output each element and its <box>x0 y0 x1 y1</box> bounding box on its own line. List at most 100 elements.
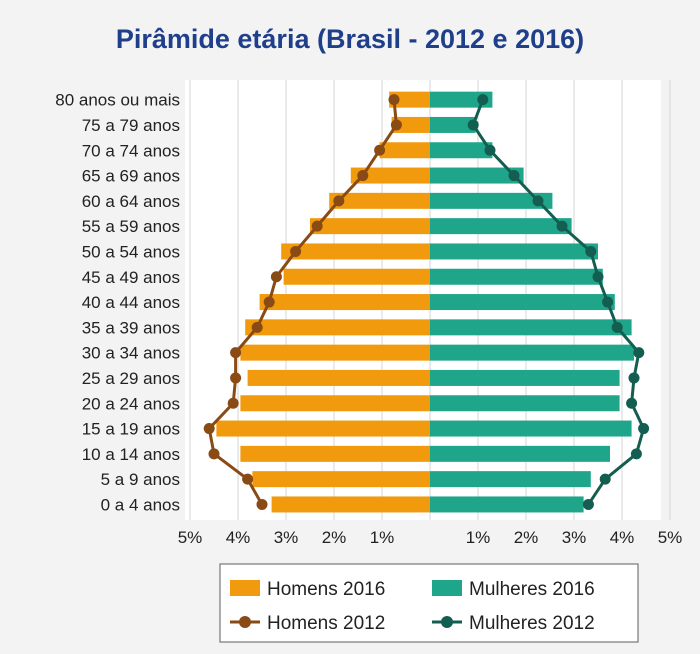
y-tick-label: 40 a 44 anos <box>82 293 180 312</box>
y-tick-label: 50 a 54 anos <box>82 242 180 261</box>
point-homens-2012 <box>203 423 215 435</box>
bar-mulheres-2016 <box>430 142 493 159</box>
x-tick-label: 4% <box>226 528 251 547</box>
point-mulheres-2012 <box>508 170 520 182</box>
bar-mulheres-2016 <box>430 395 620 412</box>
y-axis-labels: 0 a 4 anos 5 a 9 anos 10 a 14 anos 15 a 19 … <box>55 91 180 515</box>
point-homens-2012 <box>333 195 345 207</box>
point-homens-2012 <box>357 170 369 182</box>
y-tick-label: 35 a 39 anos <box>82 318 180 337</box>
x-tick-label: 5% <box>178 528 203 547</box>
bar-homens-2016 <box>247 369 430 386</box>
chart-title: Pirâmide etária (Brasil - 2012 e 2016) <box>116 24 584 54</box>
x-tick-label: 2% <box>514 528 539 547</box>
bars-group <box>216 91 634 513</box>
y-tick-label: 25 a 29 anos <box>82 369 180 388</box>
y-tick-label: 65 a 69 anos <box>82 167 180 186</box>
legend-swatch <box>230 580 260 596</box>
bar-homens-2016 <box>391 116 430 133</box>
bar-homens-2016 <box>240 395 430 412</box>
point-mulheres-2012 <box>626 397 638 409</box>
bar-mulheres-2016 <box>430 268 603 285</box>
lines-group <box>203 94 650 510</box>
x-tick-label: 4% <box>610 528 635 547</box>
bar-homens-2016 <box>271 496 430 513</box>
point-mulheres-2012 <box>638 423 650 435</box>
y-tick-label: 20 a 24 anos <box>82 394 180 413</box>
bar-mulheres-2016 <box>430 243 598 260</box>
bar-homens-2016 <box>252 471 430 488</box>
point-mulheres-2012 <box>582 498 594 510</box>
point-mulheres-2012 <box>633 347 645 359</box>
y-tick-label: 60 a 64 anos <box>82 192 180 211</box>
bar-homens-2016 <box>350 167 430 184</box>
bar-homens-2016 <box>283 268 430 285</box>
bar-mulheres-2016 <box>430 445 610 462</box>
point-homens-2012 <box>256 498 268 510</box>
legend-box <box>219 563 639 643</box>
bar-mulheres-2016 <box>430 369 620 386</box>
point-mulheres-2012 <box>592 271 604 283</box>
point-homens-2012 <box>208 448 220 460</box>
x-tick-label: 3% <box>562 528 587 547</box>
bar-homens-2016 <box>216 420 430 437</box>
point-homens-2012 <box>290 245 302 257</box>
bar-mulheres-2016 <box>430 420 632 437</box>
bar-mulheres-2016 <box>430 167 524 184</box>
x-tick-label: 1% <box>466 528 491 547</box>
point-homens-2012 <box>390 119 402 131</box>
bar-homens-2016 <box>379 142 430 159</box>
y-tick-label: 70 a 74 anos <box>82 141 180 160</box>
bar-homens-2016 <box>259 294 430 311</box>
legend-label: Mulheres 2016 <box>469 579 595 600</box>
bar-mulheres-2016 <box>430 319 632 336</box>
bar-mulheres-2016 <box>430 192 553 209</box>
bar-mulheres-2016 <box>430 294 615 311</box>
x-tick-label: 3% <box>274 528 299 547</box>
x-axis-labels: 5% 4% 3% 2% 1% 1% 2% 3% 4% 5% <box>178 528 683 547</box>
legend-label: Homens 2016 <box>267 579 385 600</box>
bar-mulheres-2016 <box>430 91 493 108</box>
point-homens-2012 <box>251 321 263 333</box>
point-mulheres-2012 <box>556 220 568 232</box>
y-tick-label: 5 a 9 anos <box>101 470 180 489</box>
y-tick-label: 55 a 59 anos <box>82 217 180 236</box>
point-homens-2012 <box>374 144 386 156</box>
bar-homens-2016 <box>281 243 430 260</box>
bar-mulheres-2016 <box>430 116 476 133</box>
legend-label: Mulheres 2012 <box>469 613 595 634</box>
point-mulheres-2012 <box>467 119 479 131</box>
point-mulheres-2012 <box>532 195 544 207</box>
legend-marker <box>441 616 453 628</box>
x-tick-label: 5% <box>658 528 683 547</box>
point-mulheres-2012 <box>611 321 623 333</box>
point-homens-2012 <box>230 347 242 359</box>
bar-mulheres-2016 <box>430 471 591 488</box>
bar-homens-2016 <box>245 319 430 336</box>
legend-label: Homens 2012 <box>267 613 385 634</box>
legend-marker <box>239 616 251 628</box>
point-homens-2012 <box>242 473 254 485</box>
y-tick-label: 80 anos ou mais <box>55 91 180 110</box>
y-tick-label: 30 a 34 anos <box>82 344 180 363</box>
point-mulheres-2012 <box>484 144 496 156</box>
point-homens-2012 <box>311 220 323 232</box>
y-tick-label: 75 a 79 anos <box>82 116 180 135</box>
bar-homens-2016 <box>329 192 430 209</box>
point-homens-2012 <box>270 271 282 283</box>
bar-mulheres-2016 <box>430 496 584 513</box>
point-mulheres-2012 <box>602 296 614 308</box>
point-mulheres-2012 <box>585 245 597 257</box>
legend: Homens 2016 Mulheres 2016 Homens 2012 Mulhe… <box>219 563 639 643</box>
point-mulheres-2012 <box>628 372 640 384</box>
x-tick-label: 2% <box>322 528 347 547</box>
bar-mulheres-2016 <box>430 344 634 361</box>
y-tick-label: 0 a 4 anos <box>101 495 180 514</box>
y-tick-label: 45 a 49 anos <box>82 268 180 287</box>
bar-mulheres-2016 <box>430 218 572 235</box>
bar-homens-2016 <box>310 218 430 235</box>
legend-swatch <box>432 580 462 596</box>
y-tick-label: 15 a 19 anos <box>82 420 180 439</box>
